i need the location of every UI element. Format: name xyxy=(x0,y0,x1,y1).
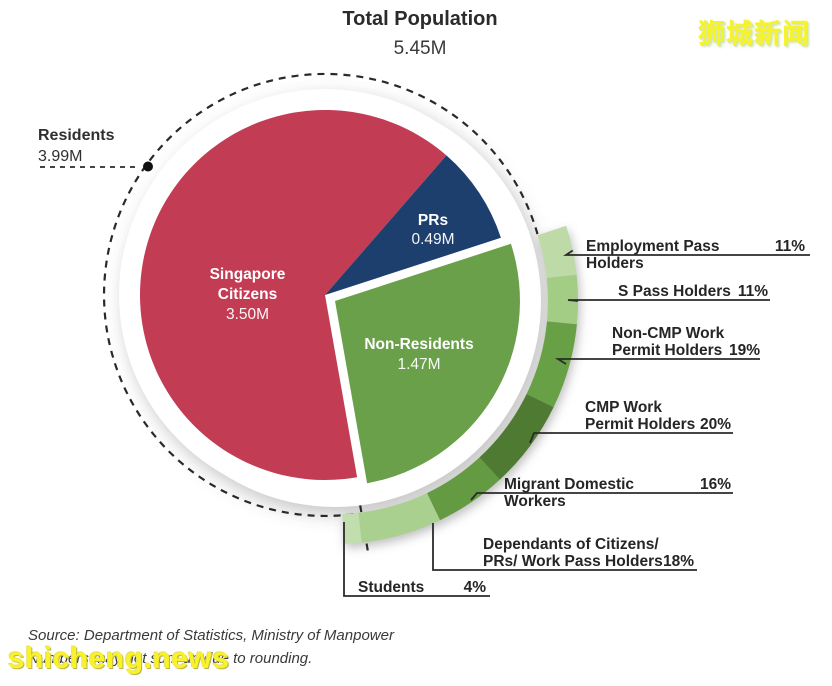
ring-label-pct: 18% xyxy=(662,553,694,570)
ring-label-text: Dependants of Citizens/ xyxy=(483,536,659,553)
ring-label-pct: 16% xyxy=(699,476,731,493)
site-logo: 狮城新闻 xyxy=(698,19,810,49)
leader-non-cmp-work-permit xyxy=(554,358,760,365)
ring-label-text: Students xyxy=(358,579,425,596)
ring-label-pct: 4% xyxy=(463,579,486,596)
ring-label-pct: 11% xyxy=(737,283,768,300)
ring-label-non-cmp-work-permit: Non-CMP Work Permit Holders 19% xyxy=(612,325,760,359)
ring-label-text: Migrant Domestic Workers xyxy=(504,476,635,510)
leader-migrant-domestic-workers xyxy=(470,492,733,501)
ring-label-dependants: Dependants of Citizens/ PRs/ Work Pass H… xyxy=(483,536,694,570)
non-residents-ring xyxy=(342,225,579,544)
ring-segment-cmp-work-permit xyxy=(479,394,554,480)
residents-dashed-arc xyxy=(102,72,539,517)
rounding-note: Numbers may not sum up due to rounding. xyxy=(28,650,313,667)
pie-slice-non-residents xyxy=(335,243,520,484)
slice-name-line: PRs xyxy=(417,212,449,229)
slice-name-line: Non-Residents xyxy=(364,336,474,353)
ring-label-pct: 11% xyxy=(774,238,805,255)
residents-anchor-dot xyxy=(143,161,153,172)
residents-annotation: Residents 3.99M xyxy=(38,127,114,166)
ring-label-cmp-work-permit: CMP Work Permit Holders 20% xyxy=(585,399,731,433)
residents-value: 3.99M xyxy=(38,148,83,165)
ring-label-migrant-domestic-workers: Migrant Domestic Workers 16% xyxy=(504,476,731,510)
slice-name-line: Citizens xyxy=(217,286,278,303)
chart-header: Total Population 5.45M xyxy=(266,8,574,60)
ring-label-text: Permit Holders xyxy=(585,416,696,433)
ring-label-s-pass: S Pass Holders 11% xyxy=(618,283,768,300)
slice-value: 3.50M xyxy=(225,306,270,323)
chart-total-value: 5.45M xyxy=(393,38,447,59)
residents-label: Residents xyxy=(38,127,115,144)
ring-label-text: Non-CMP Work xyxy=(612,325,725,342)
leader-employment-pass xyxy=(563,249,810,256)
pie-slice-singapore-citizens xyxy=(140,110,447,481)
chart-title: Total Population xyxy=(342,8,498,30)
ring-segment-non-cmp-work-permit xyxy=(526,321,577,408)
ring-label-text: Employment Pass Holders xyxy=(586,238,720,272)
slice-label-prs: PRs 0.49M xyxy=(378,211,488,249)
pie-slices xyxy=(140,110,520,484)
ring-segment-migrant-domestic-workers xyxy=(427,457,500,521)
source-note: Source: Department of Statistics, Minist… xyxy=(28,624,394,670)
ring-label-pct: 19% xyxy=(728,342,760,359)
ring-segment-employment-pass xyxy=(537,225,577,278)
site-watermark: shicheng.news xyxy=(8,642,230,675)
ring-label-students: Students 4% xyxy=(358,579,486,596)
slice-name-line: Singapore xyxy=(209,266,286,283)
ring-label-text: PRs/ Work Pass Holders xyxy=(483,553,663,570)
leader-cmp-work-permit xyxy=(529,432,733,444)
ring-leader-lines xyxy=(343,249,810,597)
slice-label-singapore-citizens: Singapore Citizens 3.50M xyxy=(170,265,325,325)
ring-label-text: S Pass Holders xyxy=(618,283,731,300)
ring-segment-s-pass xyxy=(546,274,579,325)
slice-value: 1.47M xyxy=(397,356,441,373)
leader-students xyxy=(343,522,490,597)
ring-segment-dependants xyxy=(358,493,440,543)
slice-value: 0.49M xyxy=(411,231,455,248)
source-line: Source: Department of Statistics, Minist… xyxy=(28,627,394,644)
ring-segment-students xyxy=(342,512,362,544)
ring-label-text: CMP Work xyxy=(585,399,662,416)
ring-label-pct: 20% xyxy=(699,416,731,433)
slice-label-non-residents: Non-Residents 1.47M xyxy=(343,335,495,375)
leader-dependants xyxy=(432,523,697,571)
ring-label-employment-pass: Employment Pass Holders 11% xyxy=(586,238,805,272)
ring-label-text: Permit Holders xyxy=(612,342,723,359)
pie-slice-prs xyxy=(325,155,501,295)
leader-s-pass xyxy=(567,299,770,302)
